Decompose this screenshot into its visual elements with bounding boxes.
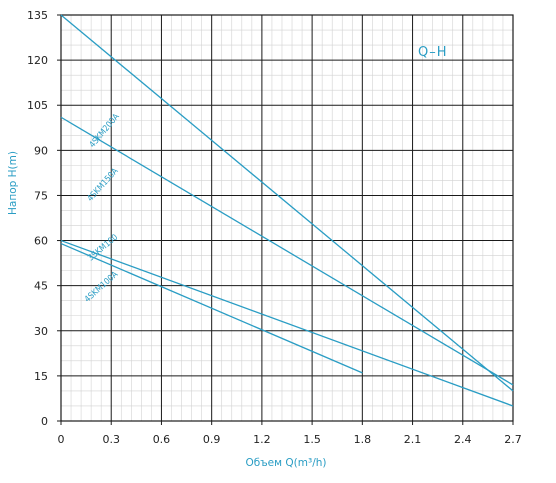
series-lines [60,14,514,407]
x-tick-label: 2.1 [404,433,422,446]
x-tick-label: 2.7 [504,433,522,446]
y-tick-labels: 0 15 30 45 60 75 90 105 120 135 [27,9,48,428]
x-axis-title: Объем Q(m³/h) [246,457,327,469]
x-tick-label: 0.3 [102,433,120,446]
series-line [60,14,514,392]
x-tick-label: 0.9 [203,433,221,446]
y-tick-label: 30 [34,325,48,338]
y-tick-label: 15 [34,370,48,383]
y-tick-label: 90 [34,144,48,157]
plot-border [60,14,514,422]
y-axis-title: Напор H(m) [7,151,19,215]
x-tick-label: 1.2 [253,433,271,446]
y-tick-label: 45 [34,280,48,293]
y-tick-label: 75 [34,189,48,202]
y-tick-label: 60 [34,235,48,248]
y-tick-label: 135 [27,9,48,22]
series-label: 4SKM200A [88,111,123,150]
y-tick-label: 0 [41,415,48,428]
x-tick-label: 1.8 [354,433,372,446]
x-tick-label: 1.5 [303,433,321,446]
x-tick-label: 2.4 [454,433,472,446]
major-grid [57,14,514,425]
plot-frame [60,14,514,422]
series-line [60,239,514,407]
x-tick-label: 0.6 [153,433,171,446]
x-tick-label: 0 [58,433,65,446]
series-label: 4SKM100A [83,269,121,304]
series-line [60,116,514,386]
y-tick-label: 105 [27,99,48,112]
y-tick-label: 120 [27,54,48,67]
minor-grid [61,15,513,421]
x-tick-labels: 0 0.3 0.6 0.9 1.2 1.5 1.8 2.1 2.4 2.7 [58,433,522,446]
chart-tag: Q–H [418,45,448,60]
series-line [60,242,363,374]
